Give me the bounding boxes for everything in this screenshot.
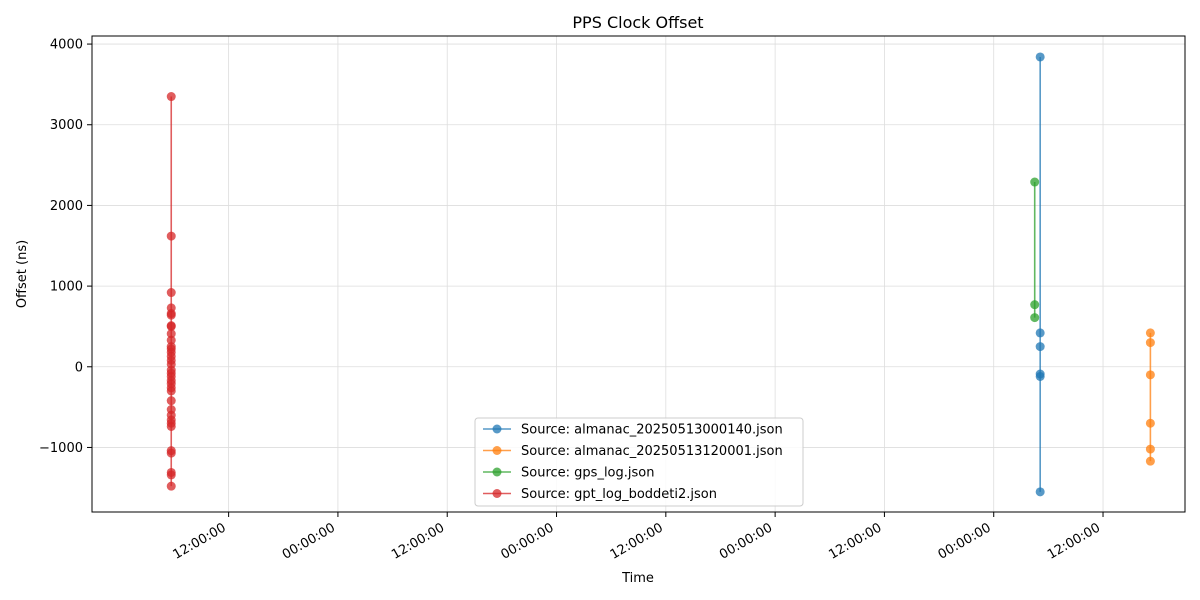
data-point xyxy=(1035,371,1045,381)
data-point xyxy=(1030,313,1040,323)
data-point xyxy=(1145,456,1155,466)
y-axis-ticks: −1000 0 1000 2000 3000 4000 xyxy=(39,38,92,456)
data-point xyxy=(1145,328,1155,338)
data-point xyxy=(166,288,176,298)
data-point xyxy=(1030,177,1040,187)
series-group xyxy=(1035,52,1045,497)
data-point xyxy=(166,470,176,480)
grid-lines xyxy=(92,36,1185,512)
legend-swatch-marker xyxy=(492,467,502,477)
plot-frame xyxy=(91,35,1186,513)
data-point xyxy=(1035,328,1045,338)
series-group xyxy=(1145,328,1155,466)
data-point xyxy=(166,448,176,458)
legend-label: Source: almanac_20250513000140.json xyxy=(521,423,783,438)
data-point xyxy=(1145,370,1155,380)
data-point xyxy=(1145,444,1155,454)
legend-swatch-marker xyxy=(492,489,502,498)
legend-item: Source: almanac_20250513000140.json xyxy=(483,423,783,438)
data-point xyxy=(166,92,176,102)
data-point xyxy=(1035,487,1045,497)
legend-label: Source: gpt_log_boddeti2.json xyxy=(521,487,717,502)
legend: Source: almanac_20250513000140.json Sourc… xyxy=(474,417,804,507)
data-point xyxy=(166,335,176,345)
data-point xyxy=(166,421,176,431)
data-point xyxy=(1030,300,1040,310)
legend-item: Source: gpt_log_boddeti2.json xyxy=(483,487,717,502)
legend-box xyxy=(474,417,804,507)
data-point xyxy=(166,329,176,339)
y-tick-label: 0 xyxy=(75,360,83,375)
y-tick-label: 1000 xyxy=(50,280,83,295)
series-group xyxy=(166,92,176,491)
data-point xyxy=(1035,52,1045,62)
legend-label: Source: gps_log.json xyxy=(521,466,654,481)
data-point xyxy=(1035,342,1045,352)
legend-swatch-marker xyxy=(492,446,502,455)
data-point xyxy=(166,310,176,320)
chart-title: PPS Clock Offset xyxy=(572,13,703,32)
data-series xyxy=(166,52,1155,497)
y-tick-label: −1000 xyxy=(39,441,83,456)
data-point xyxy=(166,386,176,396)
data-point xyxy=(166,481,176,491)
data-point xyxy=(166,231,176,241)
data-point xyxy=(166,396,176,406)
legend-swatch-marker xyxy=(492,424,502,434)
y-tick-label: 3000 xyxy=(50,118,83,133)
data-point xyxy=(1145,418,1155,428)
x-axis-label: Time xyxy=(621,571,654,586)
legend-item: Source: gps_log.json xyxy=(483,466,654,481)
legend-item: Source: almanac_20250513120001.json xyxy=(483,444,783,459)
legend-label: Source: almanac_20250513120001.json xyxy=(521,444,783,459)
series-group xyxy=(1030,177,1040,323)
y-tick-label: 4000 xyxy=(50,38,83,53)
data-point xyxy=(166,321,176,331)
data-point xyxy=(1145,338,1155,348)
y-axis-label: Offset (ns) xyxy=(15,240,30,308)
y-tick-label: 2000 xyxy=(50,199,83,214)
